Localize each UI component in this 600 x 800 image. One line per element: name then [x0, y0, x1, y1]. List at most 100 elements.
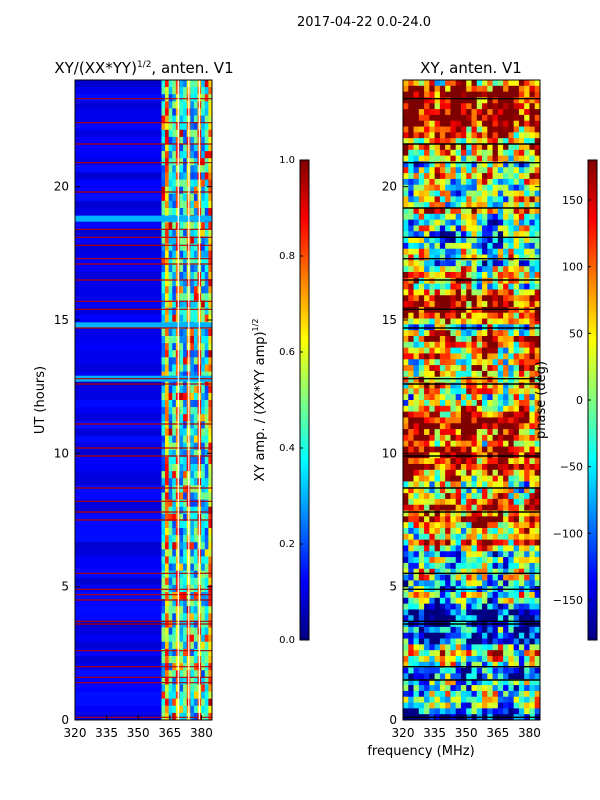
right-heatmap-cell — [524, 388, 530, 395]
right-heatmap-cell — [529, 394, 536, 401]
left-heatmap-cell — [201, 634, 206, 643]
right-heatmap-cell — [482, 667, 488, 674]
right-heatmap-cell — [460, 370, 467, 378]
right-heatmap-cell — [413, 295, 420, 302]
right-heatmap-cell — [460, 411, 467, 418]
right-heatmap-cell — [466, 574, 472, 581]
left-heatmap-cell — [183, 257, 188, 266]
right-heatmap-cell — [518, 114, 525, 122]
right-heatmap-cell — [439, 178, 446, 186]
left-heatmap-cell — [183, 200, 188, 209]
right-heatmap-cell — [471, 202, 478, 209]
right-heatmap-cell — [460, 132, 467, 139]
right-heatmap-cell — [487, 551, 493, 558]
right-heatmap-cell — [497, 626, 504, 634]
right-heatmap-cell — [518, 562, 525, 570]
left-heatmap-cell — [193, 101, 198, 109]
right-heatmap-cell — [418, 138, 425, 145]
right-heatmap-cell — [492, 254, 499, 261]
right-heatmap-cell — [471, 254, 478, 261]
right-heatmap-cell — [518, 173, 525, 180]
right-heatmap-cell — [482, 690, 488, 698]
right-heatmap-cell — [434, 196, 441, 203]
right-heatmap-cell — [429, 365, 436, 372]
right-heatmap-cell — [508, 464, 515, 471]
right-heatmap-cell — [450, 365, 457, 372]
left-heatmap-cell — [172, 179, 177, 188]
right-heatmap-cell — [482, 178, 488, 186]
right-heatmap-cell — [534, 551, 541, 558]
right-heatmap-cell — [418, 155, 425, 162]
right-heatmap-cell — [434, 690, 441, 698]
right-heatmap-cell — [471, 382, 478, 389]
right-heatmap-cell — [497, 592, 504, 599]
left-heatmap-frame — [74, 79, 213, 721]
left-heatmap-cell — [75, 222, 162, 230]
right-heatmap-cell — [497, 632, 504, 639]
right-heatmap-cell — [518, 353, 525, 360]
right-heatmap-cell — [450, 242, 457, 250]
right-heatmap-cell — [471, 353, 478, 360]
right-heatmap-cell — [508, 336, 515, 343]
left-heatmap-cell — [190, 400, 195, 408]
right-heatmap-cell — [503, 173, 509, 180]
right-heatmap-cell — [424, 405, 430, 413]
right-heatmap-cell — [460, 382, 467, 389]
right-heatmap-cell — [466, 138, 472, 145]
right-heatmap-cell — [424, 120, 430, 127]
left-heatmap-cell — [165, 307, 170, 316]
right-heatmap-cell — [450, 458, 457, 465]
left-heatmap-cell — [165, 556, 170, 564]
right-heatmap-cell — [439, 464, 446, 471]
right-heatmap-cell — [476, 347, 483, 354]
right-heatmap-cell — [508, 696, 515, 703]
right-heatmap-cell — [418, 638, 425, 645]
right-heatmap-cell — [487, 603, 493, 610]
left-heatmap-cell — [190, 272, 195, 280]
left-heatmap-cell — [183, 115, 188, 124]
right-heatmap-cell — [524, 487, 530, 494]
right-heatmap-cell — [408, 178, 414, 186]
right-heatmap-cell — [429, 266, 436, 273]
left-panel-title: XY/(XX*YY)1/2, anten. V1 — [54, 59, 233, 77]
left-heatmap-cell — [193, 435, 198, 444]
left-heatmap-cell — [161, 577, 166, 586]
right-heatmap-cell — [429, 242, 436, 250]
right-heatmap-cell — [492, 487, 499, 494]
right-heatmap-cell — [513, 603, 520, 610]
right-heatmap-cell — [408, 260, 414, 267]
right-heatmap-cell — [487, 138, 493, 145]
left-heatmap-cell — [161, 549, 166, 557]
right-heatmap-cell — [492, 632, 499, 639]
right-heatmap-cell — [513, 440, 520, 447]
right-heatmap-cell — [408, 359, 414, 366]
right-heatmap-cell — [403, 539, 409, 546]
right-heatmap-cell — [492, 539, 499, 546]
right-heatmap-cell — [529, 347, 536, 354]
right-heatmap-cell — [439, 196, 446, 203]
left-heatmap-cell — [183, 101, 188, 109]
right-heatmap-cell — [429, 161, 436, 168]
right-heatmap-cell — [445, 458, 451, 465]
right-heatmap-cell — [513, 330, 520, 337]
right-heatmap-cell — [418, 679, 425, 686]
right-heatmap-cell — [460, 213, 467, 221]
right-heatmap-cell — [413, 80, 420, 87]
right-heatmap-cell — [445, 126, 451, 133]
right-heatmap-cell — [413, 248, 420, 255]
left-heatmap-cell — [183, 293, 188, 301]
right-heatmap-cell — [439, 528, 446, 535]
right-heatmap-cell — [492, 504, 499, 511]
right-heatmap-cell — [460, 557, 467, 564]
right-heatmap-cell — [518, 126, 525, 133]
right-heatmap-cell — [471, 178, 478, 186]
right-heatmap-cell — [450, 551, 457, 558]
left-heatmap-cell — [75, 364, 162, 372]
right-heatmap-cell — [460, 295, 467, 302]
right-heatmap-cell — [403, 208, 409, 215]
left-heatmap-cell — [201, 279, 206, 287]
left-heatmap-cell — [204, 136, 209, 145]
right-heatmap-cell — [476, 155, 483, 162]
right-heatmap-cell — [403, 516, 409, 523]
right-heatmap-cell — [418, 144, 425, 151]
